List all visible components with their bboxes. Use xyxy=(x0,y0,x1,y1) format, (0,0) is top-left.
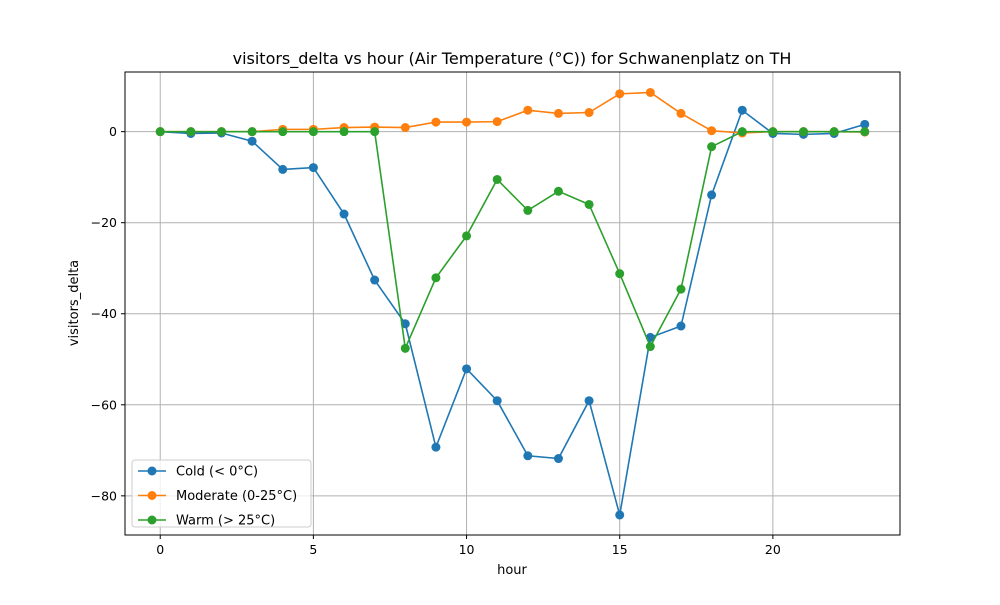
data-point xyxy=(278,127,288,137)
legend-marker xyxy=(147,491,157,500)
data-point xyxy=(553,186,563,196)
x-axis-label: hour xyxy=(497,563,527,578)
chart-title: visitors_delta vs hour (Air Temperature … xyxy=(233,49,792,69)
data-point xyxy=(400,123,410,133)
data-point xyxy=(247,127,257,137)
x-tick-label: 0 xyxy=(156,542,164,557)
axis-ticks: 0 5 10 15 20 −80 −60 −40 −20 0 xyxy=(91,124,781,557)
data-point xyxy=(155,127,165,137)
data-point xyxy=(339,209,349,219)
data-point xyxy=(339,127,349,137)
series-line xyxy=(160,130,865,352)
data-point xyxy=(431,273,441,283)
data-point xyxy=(523,451,533,461)
data-point xyxy=(676,108,686,118)
data-point xyxy=(799,127,809,137)
y-tick-label: −20 xyxy=(91,215,117,230)
plot-frame xyxy=(124,71,901,536)
data-point xyxy=(370,275,380,285)
legend-label: Cold (< 0°C) xyxy=(176,465,258,480)
data-point xyxy=(860,119,870,129)
data-point xyxy=(492,174,502,184)
data-point xyxy=(584,108,594,118)
data-point xyxy=(645,342,655,352)
legend-label: Warm (> 25°C) xyxy=(176,514,275,529)
data-point xyxy=(645,87,655,97)
data-point xyxy=(860,127,870,137)
legend-marker xyxy=(147,515,157,525)
series-group xyxy=(155,87,870,520)
data-point xyxy=(615,510,625,520)
x-tick-label: 15 xyxy=(612,542,628,557)
x-tick-label: 20 xyxy=(765,542,781,557)
data-point xyxy=(462,231,472,241)
data-point xyxy=(431,442,441,452)
legend-marker xyxy=(147,466,157,476)
data-point xyxy=(676,321,686,331)
data-point xyxy=(216,127,226,137)
data-point xyxy=(462,117,472,127)
data-point xyxy=(676,284,686,294)
data-point xyxy=(615,89,625,99)
legend-label: Moderate (0-25°C) xyxy=(176,489,297,504)
series-3 xyxy=(155,127,870,353)
data-point xyxy=(523,105,533,115)
legend-box xyxy=(131,459,312,528)
data-point xyxy=(829,127,839,137)
series-line xyxy=(160,91,865,134)
data-point xyxy=(737,105,747,115)
x-tick-label: 10 xyxy=(459,542,475,557)
data-point xyxy=(492,117,502,127)
data-point xyxy=(737,127,747,137)
data-point xyxy=(707,126,717,136)
y-tick-label: −40 xyxy=(91,306,117,321)
series-2 xyxy=(155,87,870,138)
y-axis-label: visitors_delta xyxy=(67,260,82,346)
data-point xyxy=(492,396,502,406)
data-point xyxy=(308,127,318,137)
data-point xyxy=(308,163,318,173)
y-tick-label: −80 xyxy=(91,488,117,503)
legend: Cold (< 0°C) Moderate (0-25°C) Warm (> 25°… xyxy=(131,459,312,529)
data-point xyxy=(400,319,410,329)
data-point xyxy=(553,454,563,464)
series-1 xyxy=(155,105,870,520)
data-point xyxy=(584,199,594,209)
data-point xyxy=(707,142,717,152)
data-point xyxy=(462,364,472,374)
data-point xyxy=(186,127,196,137)
y-tick-label: 0 xyxy=(109,124,117,139)
x-tick-label: 5 xyxy=(309,542,317,557)
data-point xyxy=(400,343,410,353)
data-point xyxy=(584,396,594,406)
series-line xyxy=(160,108,866,516)
data-point xyxy=(370,127,380,137)
data-point xyxy=(431,117,441,127)
y-tick-label: −60 xyxy=(91,397,117,412)
data-point xyxy=(553,108,563,118)
data-point xyxy=(523,205,533,215)
data-point xyxy=(768,127,778,137)
data-point xyxy=(278,164,288,174)
data-point xyxy=(615,269,625,279)
data-point xyxy=(247,136,257,146)
data-point xyxy=(707,190,717,200)
